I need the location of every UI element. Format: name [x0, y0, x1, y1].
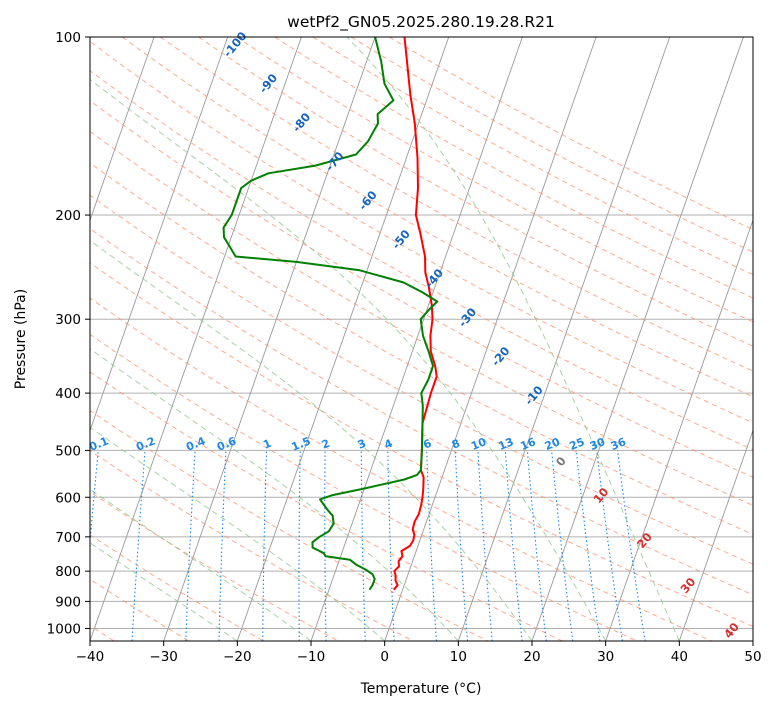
x-tick-label: −10 — [297, 649, 326, 665]
y-tick-label: 400 — [55, 386, 81, 402]
x-tick-label: 0 — [380, 649, 389, 665]
chart-title: wetPf2_GN05.2025.280.19.28.R21 — [287, 13, 555, 32]
x-tick-label: −20 — [223, 649, 252, 665]
y-axis-label: Pressure (hPa) — [13, 289, 29, 389]
x-tick-label: 10 — [450, 649, 467, 665]
y-tick-label: 800 — [55, 564, 81, 580]
y-tick-label: 200 — [55, 208, 81, 224]
x-axis-label: Temperature (°C) — [360, 681, 482, 697]
y-tick-label: 500 — [55, 443, 81, 459]
x-tick-label: 30 — [597, 649, 614, 665]
x-tick-label: 40 — [671, 649, 688, 665]
y-tick-label: 600 — [55, 490, 81, 506]
x-tick-label: 20 — [523, 649, 540, 665]
y-tick-label: 900 — [55, 594, 81, 610]
x-tick-label: −40 — [76, 649, 105, 665]
x-tick-label: −30 — [149, 649, 178, 665]
y-tick-label: 100 — [55, 30, 81, 46]
y-tick-label: 300 — [55, 312, 81, 328]
x-tick-label: 50 — [744, 649, 761, 665]
y-tick-label: 1000 — [47, 621, 81, 637]
y-tick-label: 700 — [55, 530, 81, 546]
